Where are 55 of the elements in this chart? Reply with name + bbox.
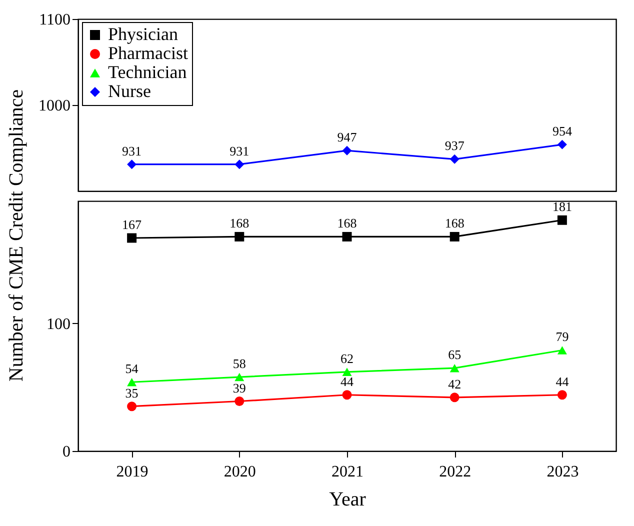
data-label: 167	[122, 216, 142, 232]
data-label: 168	[444, 216, 464, 231]
point	[127, 233, 137, 243]
x-tick-label: 2019	[116, 464, 148, 480]
point	[557, 140, 567, 150]
data-label: 62	[340, 350, 354, 366]
point	[234, 232, 244, 242]
y-axis-title: Number of CME Credit Compliance	[6, 89, 28, 382]
y-tick-label: 0	[62, 444, 70, 460]
point	[342, 368, 352, 376]
point	[557, 390, 567, 400]
legend-label: Physician	[108, 24, 178, 44]
data-label: 44	[556, 374, 570, 389]
data-label: 44	[340, 374, 354, 389]
data-label: 954	[552, 124, 572, 139]
data-label: 168	[230, 216, 250, 231]
point	[127, 378, 137, 386]
point	[342, 232, 352, 242]
point	[450, 364, 460, 372]
point	[557, 346, 567, 354]
data-label: 168	[337, 216, 357, 231]
legend-label: Technician	[108, 62, 187, 82]
y-tick-label: 100	[46, 316, 70, 333]
legend-label: Pharmacist	[108, 43, 188, 63]
point	[127, 160, 137, 170]
data-label: 39	[232, 380, 246, 396]
data-label: 931	[122, 143, 142, 158]
x-tick-label: 2020	[224, 464, 256, 480]
legend-label: Nurse	[108, 81, 151, 101]
x-tick-label: 2022	[439, 464, 472, 480]
point	[342, 146, 352, 156]
data-label: 65	[448, 347, 462, 362]
x-axis-title: Year	[329, 488, 366, 510]
point	[450, 392, 460, 402]
data-label: 947	[337, 130, 358, 145]
data-label: 58	[232, 356, 246, 372]
point	[234, 372, 244, 382]
point	[450, 232, 460, 242]
point	[342, 390, 352, 400]
data-label: 937	[444, 138, 465, 154]
point	[557, 215, 567, 225]
point	[450, 154, 460, 164]
x-tick-label: 2023	[546, 464, 579, 480]
data-label: 54	[125, 361, 139, 376]
data-label: 79	[556, 329, 569, 344]
data-label: 35	[125, 385, 138, 400]
point	[234, 396, 244, 406]
point	[234, 160, 244, 170]
y-tick-label: 1100	[39, 12, 70, 28]
data-label: 931	[230, 143, 250, 158]
point	[127, 402, 137, 412]
x-tick-label: 2021	[332, 464, 364, 480]
y-tick-label: 1000	[38, 98, 70, 114]
data-label: 181	[552, 199, 572, 214]
data-label: 42	[448, 376, 462, 392]
